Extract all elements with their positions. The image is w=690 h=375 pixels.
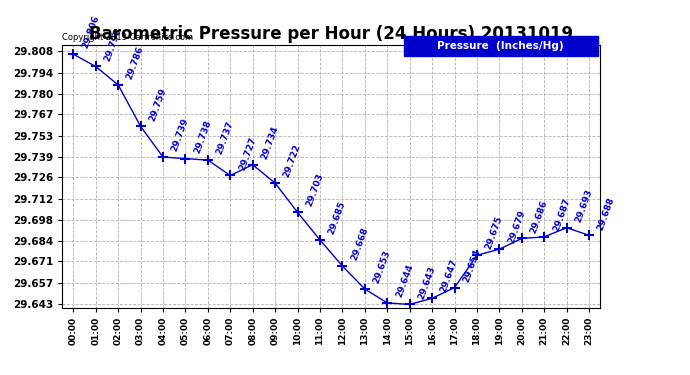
Text: 29.675: 29.675	[484, 215, 504, 251]
Text: 29.727: 29.727	[237, 135, 257, 171]
Text: 29.737: 29.737	[215, 120, 235, 156]
Title: Barometric Pressure per Hour (24 Hours) 20131019: Barometric Pressure per Hour (24 Hours) …	[89, 26, 573, 44]
Text: 29.738: 29.738	[193, 118, 213, 154]
Text: 29.654: 29.654	[462, 248, 482, 284]
Text: 29.786: 29.786	[125, 45, 146, 81]
FancyBboxPatch shape	[404, 36, 598, 56]
Text: 29.653: 29.653	[372, 249, 392, 285]
Text: 29.687: 29.687	[551, 197, 571, 233]
Text: 29.647: 29.647	[439, 258, 460, 294]
Text: 29.643: 29.643	[417, 264, 437, 300]
Text: 29.739: 29.739	[170, 117, 190, 153]
Text: 29.798: 29.798	[103, 26, 123, 62]
Text: 29.668: 29.668	[349, 226, 370, 262]
Text: 29.688: 29.688	[596, 195, 616, 231]
Text: Copyright 2013 Cartronics.com: Copyright 2013 Cartronics.com	[62, 33, 193, 42]
Text: 29.693: 29.693	[573, 188, 594, 224]
Text: 29.644: 29.644	[394, 263, 415, 299]
Text: 29.686: 29.686	[529, 198, 549, 234]
Text: 29.685: 29.685	[327, 200, 347, 236]
Text: 29.703: 29.703	[304, 172, 325, 208]
Text: Pressure  (Inches/Hg): Pressure (Inches/Hg)	[437, 40, 564, 51]
Text: 29.734: 29.734	[259, 124, 280, 160]
Text: 29.679: 29.679	[506, 209, 526, 245]
Text: 29.806: 29.806	[80, 14, 101, 50]
Text: 29.722: 29.722	[282, 143, 302, 179]
Text: 29.759: 29.759	[148, 86, 168, 122]
